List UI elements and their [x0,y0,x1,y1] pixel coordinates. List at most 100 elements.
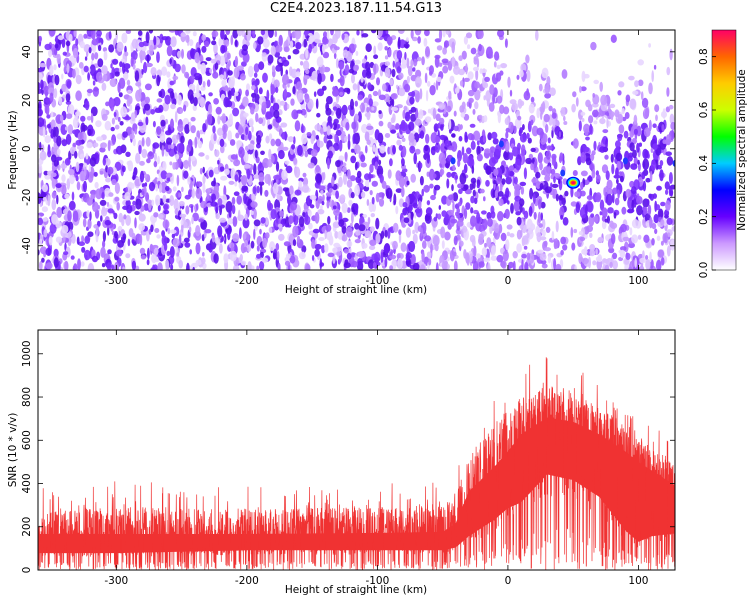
spectrogram-cell [631,186,637,195]
spectrogram-cell [265,217,269,226]
spectrogram-cell [159,33,164,44]
spectrogram-cell [84,235,91,244]
spectrogram-cell [453,125,459,132]
spectrogram-cell [395,123,400,130]
spectrogram-cell [156,51,160,63]
spectrogram-cell [410,113,417,122]
spectrogram-cell [186,144,192,153]
spectrogram-cell [451,133,456,138]
spectrogram-cell [510,143,515,149]
spectrogram-cell [421,251,425,263]
spectrogram-cell [156,74,161,87]
spectrogram-cell [283,241,291,247]
spectrogram-cell [124,51,129,57]
spectrogram-cell [314,248,320,257]
spectrogram-cell [366,106,370,113]
spectrogram-cell [348,43,356,54]
spectrogram-cell [496,254,504,263]
spectrogram-cell [484,242,487,248]
spectrogram-cell [506,224,513,230]
spectrogram-cell [227,70,233,76]
spectrogram-cell [247,198,253,211]
spectrogram-cell [107,226,110,236]
spectrogram-cell [145,116,149,126]
spectrogram-cell [101,192,105,200]
spectrogram-cell [67,210,72,222]
spectrogram-cell [273,174,280,180]
snr-series [38,357,675,570]
spectrogram-cell [273,109,280,119]
spectrogram-cell [332,205,337,210]
spectrogram-cell [45,262,53,270]
spectrogram-cell [633,128,639,135]
spectrogram-cell [648,43,651,48]
spectrogram-cell [253,163,257,175]
spectrogram-cell [184,194,191,200]
spectrogram-cell [584,128,589,137]
spectrogram-cell [459,124,463,130]
spectrogram-cell [403,105,408,111]
spectrogram-cell [250,240,255,249]
spectrogram-cell [457,157,461,162]
spectrogram-cell [341,202,348,214]
spectrogram-cell [465,32,473,39]
spectrogram-cell [641,171,646,180]
spectrogram-cell [350,148,355,153]
spectrogram-cell [530,147,536,153]
spectrogram-cell [64,126,69,131]
spectrogram-cell [636,195,643,205]
spectrogram-cell [144,103,151,111]
spectrogram-cell [316,112,321,118]
spectrogram-cell [489,84,495,95]
spectrogram-cell [322,37,329,45]
spectrogram-cell [102,157,107,166]
spectrogram-cell [478,43,482,52]
spectrogram-cell [362,58,367,64]
spectrogram-cell [53,48,58,56]
spectrogram-cell [354,113,359,122]
spectrogram-cell [490,255,498,261]
spectrogram-cell [492,92,496,105]
spectrogram-cell [348,68,355,74]
spectrogram-cell [280,122,288,128]
spectrogram-cell [293,136,296,145]
spectrogram-cell [94,181,99,189]
spectrogram-cell [415,76,422,88]
spectrogram-cell [430,194,436,201]
spectrogram-cell [470,134,475,141]
spectrogram-cell [317,73,322,85]
spectrogram-cell [126,160,133,166]
spectrogram-cell [137,30,143,36]
spectrogram-cell [40,79,44,90]
spectrogram-cell [461,50,467,60]
spectrogram-cell [579,85,582,93]
spectrogram-cell [628,242,635,249]
spectrogram-cell [560,236,567,245]
spectrogram-cell [362,69,367,78]
spectrogram-cell [601,207,608,219]
spectrogram-cell [281,169,288,181]
spectrogram-cell [169,229,177,234]
spectrogram-cell [628,75,635,81]
spectrogram-cell [183,170,189,179]
spectrogram-cell [413,58,418,67]
spectrogram-cell [453,260,458,270]
spectrogram-cell [338,176,343,188]
spectrogram-cell [432,108,437,120]
spectrogram-cell [67,124,74,135]
spectrogram-cell [56,148,61,155]
spectrogram-cell [508,165,515,171]
spectrogram-cell [369,245,376,251]
spectrogram-cell [179,213,187,218]
spectrogram-cell [415,69,422,79]
spectrogram-cell [38,72,43,82]
spectrogram-cell [495,176,502,185]
spectrogram-cell [391,68,396,78]
spectrogram-cell [102,240,106,249]
spectrogram-cell [666,217,673,225]
spectrogram-cell [369,239,377,246]
spectrogram-cell [271,65,276,73]
spectrogram-cell [439,168,445,176]
spectrogram-cell [90,113,94,124]
spectrogram-cell [302,184,309,193]
